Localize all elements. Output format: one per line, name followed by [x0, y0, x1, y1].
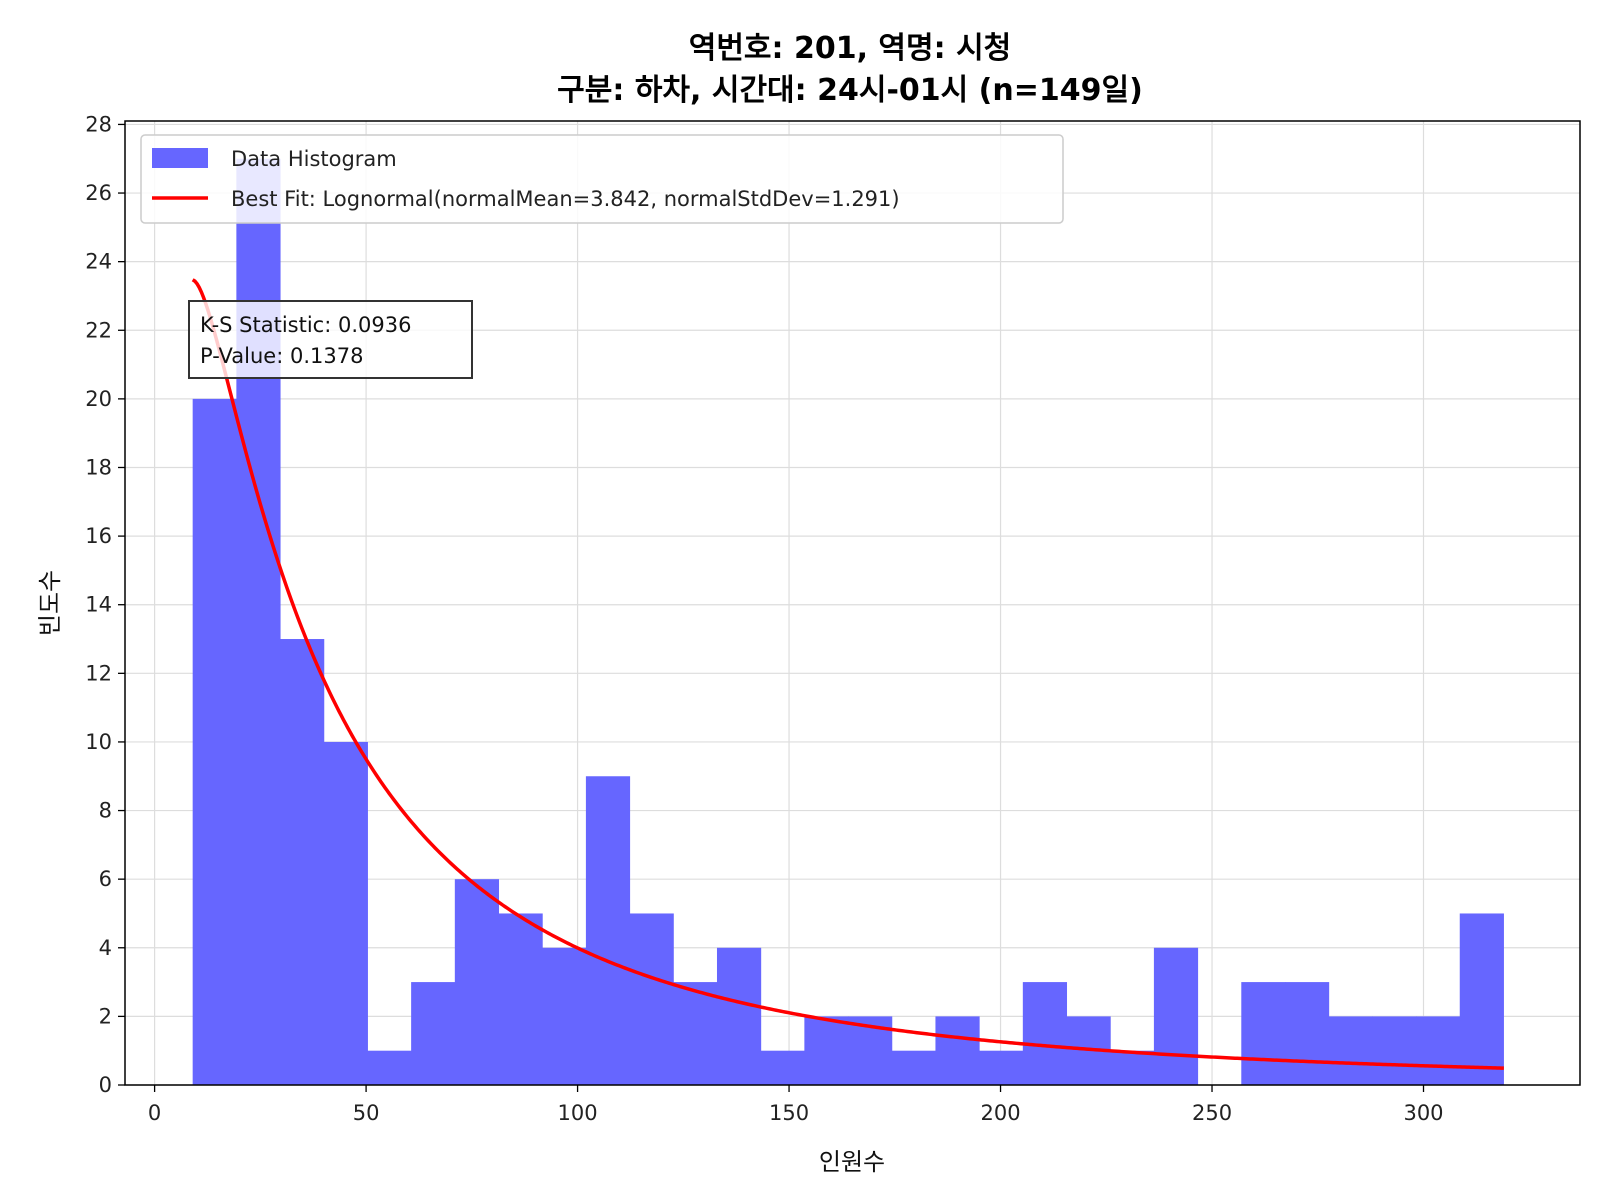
histogram-bar: [585, 776, 631, 1085]
histogram-bar: [760, 1050, 805, 1085]
chart-title-line-1: 역번호: 201, 역명: 시청: [689, 31, 1012, 66]
histogram-bar: [979, 1050, 1024, 1085]
histogram-bar: [280, 639, 325, 1085]
legend-fit-label: Best Fit: Lognormal(normalMean=3.842, no…: [231, 187, 900, 211]
y-tick-label: 2: [99, 1004, 112, 1028]
histogram-bar: [236, 158, 281, 1086]
histogram-bar: [673, 982, 718, 1085]
chart-title-line-2: 구분: 하차, 시간대: 24시-01시 (n=149일): [557, 73, 1143, 108]
x-axis-label: 인원수: [819, 1148, 885, 1176]
y-tick-label: 28: [85, 112, 112, 136]
histogram-bars: [192, 158, 1504, 1086]
y-tick-label: 8: [99, 799, 112, 823]
x-tick-label: 0: [148, 1101, 161, 1125]
y-tick-label: 18: [85, 455, 112, 479]
histogram-bar: [1153, 947, 1199, 1085]
histogram-bar: [1372, 1016, 1417, 1085]
y-tick-label: 22: [85, 318, 112, 342]
histogram-bar: [323, 741, 368, 1085]
histogram-bar: [804, 1016, 849, 1085]
histogram-bar: [1022, 982, 1068, 1085]
histogram-bar: [1328, 1016, 1373, 1085]
x-tick-label: 200: [980, 1101, 1020, 1125]
histogram-bar: [629, 913, 674, 1085]
ks-statistic-text: K-S Statistic: 0.0936: [200, 313, 411, 337]
histogram-bar: [1110, 1050, 1155, 1085]
histogram-bar: [1416, 1016, 1461, 1085]
histogram-bar: [542, 947, 587, 1085]
x-tick-label: 50: [353, 1101, 380, 1125]
y-tick-label: 4: [99, 936, 112, 960]
histogram-bar: [454, 879, 500, 1085]
x-tick-label: 250: [1192, 1101, 1232, 1125]
x-axis-ticks: 0 50 100 150 200 250 300: [148, 1085, 1444, 1125]
y-tick-label: 0: [99, 1073, 112, 1097]
histogram-bar: [891, 1050, 936, 1085]
y-tick-label: 12: [85, 661, 112, 685]
histogram-bar: [367, 1050, 412, 1085]
y-tick-label: 24: [85, 250, 112, 274]
histogram-bar: [935, 1016, 980, 1085]
y-tick-label: 6: [99, 867, 112, 891]
y-tick-label: 16: [85, 524, 112, 548]
histogram-bar: [1241, 982, 1286, 1085]
histogram-bar: [1284, 982, 1330, 1085]
legend-histogram-label: Data Histogram: [231, 147, 397, 171]
histogram-bar: [498, 913, 543, 1085]
legend-histogram-swatch: [152, 148, 208, 168]
plot-frame: [124, 120, 1581, 1086]
legend: Data Histogram Best Fit: Lognormal(norma…: [140, 134, 1064, 224]
histogram-bar: [411, 982, 456, 1085]
x-tick-label: 300: [1403, 1101, 1443, 1125]
y-tick-label: 20: [85, 387, 112, 411]
x-tick-label: 150: [769, 1101, 809, 1125]
histogram-bar: [1459, 913, 1504, 1085]
stats-annotation-box: [188, 300, 473, 379]
y-tick-label: 14: [85, 593, 112, 617]
histogram-bar: [716, 947, 762, 1085]
x-tick-label: 100: [558, 1101, 598, 1125]
histogram-bar: [192, 398, 237, 1085]
stats-annotation: K-S Statistic: 0.0936 P-Value: 0.1378: [188, 300, 473, 379]
fit-curve-line: [191, 278, 1504, 1070]
legend-frame: [140, 134, 1064, 224]
y-tick-label: 26: [85, 181, 112, 205]
y-axis-label: 빈도수: [36, 570, 64, 636]
p-value-text: P-Value: 0.1378: [200, 344, 363, 368]
y-tick-label: 10: [85, 730, 112, 754]
